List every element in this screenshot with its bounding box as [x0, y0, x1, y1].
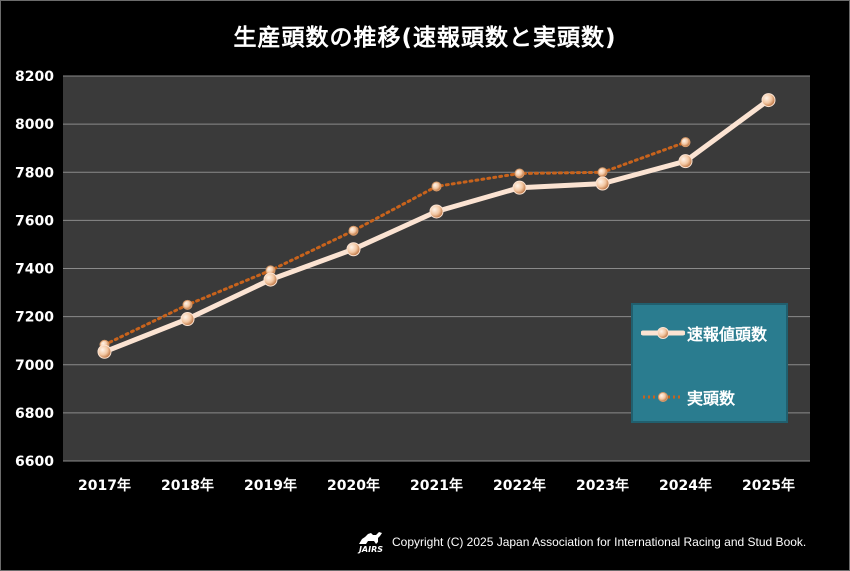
- legend-label-jitsu: 実頭数: [687, 389, 736, 408]
- y-tick-label: 8200: [15, 69, 54, 85]
- data-point-jitsu: [680, 137, 691, 148]
- x-tick-label: 2024年: [659, 477, 712, 494]
- y-tick-label: 7200: [15, 310, 54, 326]
- data-point-jitsu: [182, 299, 193, 310]
- y-tick-label: 6800: [15, 406, 54, 422]
- legend-item-sokuhou: 速報値頭数: [641, 321, 767, 345]
- y-tick-label: 7400: [15, 262, 54, 278]
- data-point-sokuhou: [97, 344, 112, 359]
- x-tick-label: 2022年: [493, 477, 546, 494]
- data-point-sokuhou: [595, 176, 610, 191]
- data-point-jitsu: [597, 167, 608, 178]
- x-tick-label: 2023年: [576, 477, 629, 494]
- data-point-jitsu: [348, 225, 359, 236]
- x-tick-label: 2017年: [78, 477, 131, 494]
- x-tick-label: 2020年: [327, 477, 380, 494]
- data-point-jitsu: [431, 181, 442, 192]
- y-tick-label: 6600: [15, 454, 54, 470]
- copyright-text: Copyright (C) 2025 Japan Association for…: [392, 535, 807, 549]
- jairs-logo: JAIRS: [356, 530, 386, 554]
- data-point-sokuhou: [180, 312, 195, 327]
- series-line-jitsu: [103, 140, 687, 347]
- legend-solid-line-marker-icon: [641, 327, 685, 339]
- data-point-jitsu: [514, 168, 525, 179]
- legend-dotted-line-marker-icon: [643, 392, 683, 402]
- y-tick-label: 7600: [15, 213, 54, 229]
- y-tick-label: 7800: [15, 165, 54, 181]
- data-point-sokuhou: [512, 180, 527, 195]
- legend-label-sokuhou: 速報値頭数: [687, 325, 768, 344]
- chart-legend: 速報値頭数 実頭数: [631, 303, 788, 423]
- x-tick-label: 2018年: [161, 477, 214, 494]
- footer: JAIRS Copyright (C) 2025 Japan Associati…: [356, 527, 806, 557]
- x-tick-label: 2019年: [244, 477, 297, 494]
- data-point-sokuhou: [346, 242, 361, 257]
- legend-item-jitsu: 実頭数: [641, 385, 735, 409]
- y-tick-label: 8000: [15, 117, 54, 133]
- y-tick-label: 7000: [15, 358, 54, 374]
- x-tick-label: 2021年: [410, 477, 463, 494]
- data-point-sokuhou: [678, 154, 693, 169]
- data-point-sokuhou: [761, 93, 776, 108]
- data-point-sokuhou: [429, 204, 444, 219]
- logo-text: JAIRS: [358, 545, 384, 554]
- horse-logo-icon: [359, 532, 382, 544]
- x-tick-label: 2025年: [742, 477, 795, 494]
- chart-title: 生産頭数の推移(速報頭数と実頭数): [233, 25, 617, 51]
- data-point-sokuhou: [263, 272, 278, 287]
